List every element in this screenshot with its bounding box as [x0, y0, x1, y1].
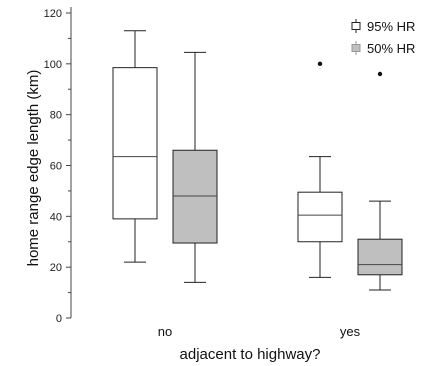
y-tick-label-60: 60: [50, 161, 62, 173]
y-tick-label-120: 120: [44, 8, 62, 20]
boxes: [112, 30, 403, 291]
x-tick-label-yes: yes: [340, 324, 361, 339]
y-tick-label-100: 100: [44, 59, 62, 71]
box-95-hr-no: [112, 30, 158, 263]
x-tick-label-no: no: [158, 324, 172, 339]
box-iqr: [357, 238, 403, 276]
x-axis-title: adjacent to highway?: [180, 346, 321, 363]
box-50-hr-yes: [357, 71, 403, 291]
legend: 95% HR 50% HR: [351, 19, 415, 56]
box-95-hr-yes: [297, 61, 343, 278]
box-50-hr-no: [172, 51, 218, 283]
y-tick-label-80: 80: [50, 110, 62, 122]
y-tick-label-20: 20: [50, 262, 62, 274]
y-tick-label-0: 0: [56, 313, 62, 325]
box-iqr: [172, 149, 218, 244]
legend-label: 95% HR: [367, 19, 415, 34]
y-tick-label-40: 40: [50, 211, 62, 223]
box-iqr: [112, 67, 158, 220]
outlier-point: [377, 71, 383, 77]
legend-entry-95-hr: 95% HR: [351, 19, 415, 34]
outlier-point: [317, 61, 323, 67]
x-axis: no yes: [158, 324, 361, 339]
legend-swatch: [351, 44, 361, 52]
y-axis-title: home range edge length (km): [25, 70, 42, 267]
legend-entry-50-hr: 50% HR: [351, 41, 415, 56]
box-iqr: [297, 191, 343, 243]
legend-swatch: [351, 22, 361, 30]
legend-label: 50% HR: [367, 41, 415, 56]
y-axis: 0 20 40 60 80 100 120: [44, 7, 72, 325]
